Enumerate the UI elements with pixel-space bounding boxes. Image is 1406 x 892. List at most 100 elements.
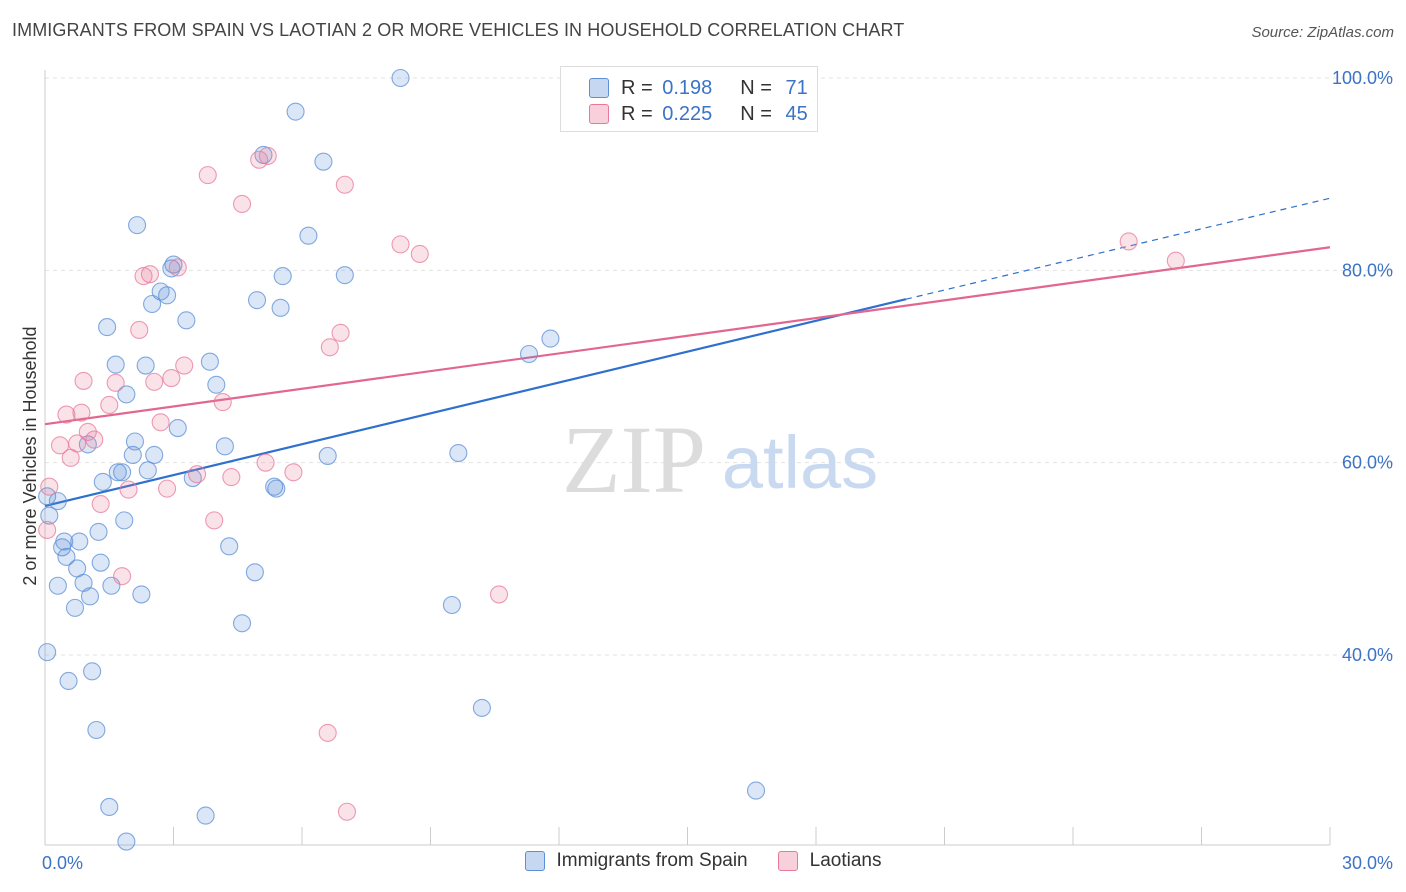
point-laotians [151, 413, 170, 432]
point-spain [83, 662, 102, 681]
point-laotians [140, 265, 159, 284]
point-laotians [256, 453, 275, 472]
legend-r-label: R = [621, 102, 653, 125]
point-spain [273, 267, 292, 286]
point-laotians [113, 567, 132, 586]
point-spain [117, 385, 136, 404]
point-laotians [205, 511, 224, 530]
point-laotians [145, 372, 164, 391]
point-spain [93, 472, 112, 491]
point-spain [335, 266, 354, 285]
point-spain [87, 720, 106, 740]
point-spain [143, 294, 162, 314]
point-spain [215, 437, 234, 456]
trend-line-laotians [44, 246, 1331, 426]
point-laotians [188, 465, 207, 484]
point-spain [299, 226, 318, 245]
legend-r-value-laotians: 0.225 [662, 102, 713, 125]
point-spain [271, 298, 290, 317]
point-spain [128, 216, 147, 235]
point-laotians [250, 150, 269, 169]
point-spain [519, 344, 539, 364]
point-spain [746, 781, 766, 800]
point-laotians [1119, 232, 1138, 251]
bottom-legend-swatch-laotians [777, 851, 798, 871]
point-spain [55, 532, 74, 551]
point-laotians [335, 175, 354, 194]
legend-swatch-laotians [589, 104, 609, 124]
point-spain [267, 479, 286, 498]
axes [44, 70, 1331, 846]
legend: R = 0.198 N = 71 R = 0.225 N = 45 [560, 66, 818, 132]
point-laotians [168, 258, 187, 277]
point-spain [391, 68, 410, 88]
point-laotians [1166, 251, 1185, 270]
point-laotians [489, 585, 509, 604]
point-laotians [162, 368, 181, 388]
point-spain [48, 576, 67, 595]
point-spain [220, 537, 239, 556]
point-spain [91, 553, 110, 572]
point-spain [57, 547, 76, 566]
trend-line-spain-extension [905, 197, 1331, 300]
legend-n-label: N = [740, 76, 772, 99]
y-tick-label: 80.0% [1342, 260, 1393, 280]
y-axis-title: 2 or more Vehicles in Household [20, 326, 40, 585]
point-spain [48, 492, 67, 511]
point-spain [177, 311, 196, 330]
point-laotians [57, 405, 76, 424]
point-spain [245, 563, 264, 582]
point-spain [145, 445, 164, 465]
point-spain [123, 445, 142, 465]
point-spain [196, 806, 215, 825]
point-spain [59, 671, 78, 691]
point-laotians [284, 463, 303, 482]
y-tick-label: 60.0% [1342, 453, 1393, 473]
bottom-legend-label-spain: Immigrants from Spain [556, 850, 748, 871]
point-spain [472, 698, 491, 717]
point-spain [247, 291, 267, 310]
bottom-legend-swatch-spain [524, 851, 545, 871]
point-spain [200, 352, 219, 371]
watermark-zip: ZIP [562, 406, 706, 513]
point-laotians [106, 373, 125, 392]
point-laotians [134, 267, 153, 286]
source-label: Source: ZipAtlas.com [1251, 24, 1394, 41]
point-laotians [222, 468, 241, 487]
point-spain [100, 797, 119, 816]
watermark: ZIP atlas [562, 406, 878, 513]
point-spain [89, 522, 108, 541]
point-spain [207, 375, 226, 394]
point-laotians [85, 430, 104, 449]
legend-row-spain: R = 0.198 N = 71 [589, 75, 808, 101]
legend-n-label: N = [740, 102, 772, 125]
point-spain [65, 598, 85, 617]
point-laotians [72, 403, 91, 422]
point-spain [38, 643, 57, 662]
legend-swatch-spain [589, 78, 609, 98]
point-laotians [232, 194, 252, 214]
data-points [38, 68, 1185, 851]
point-spain [125, 432, 144, 451]
point-laotians [258, 146, 277, 165]
bottom-legend-item-laotians: Laotians [777, 850, 882, 872]
point-spain [115, 511, 134, 530]
bottom-legend-label-laotians: Laotians [809, 850, 882, 871]
point-laotians [175, 356, 194, 375]
point-laotians [74, 371, 93, 390]
point-spain [136, 356, 155, 375]
bottom-legend-item-spain: Immigrants from Spain [524, 850, 748, 872]
point-laotians [78, 422, 97, 441]
point-spain [98, 318, 117, 337]
watermark-atlas: atlas [722, 421, 878, 504]
chart-title: IMMIGRANTS FROM SPAIN VS LAOTIAN 2 OR MO… [12, 20, 905, 40]
point-spain [286, 102, 305, 121]
point-laotians [40, 477, 59, 496]
legend-r-label: R = [621, 76, 653, 99]
point-spain [108, 463, 127, 482]
point-laotians [158, 479, 177, 498]
tick-labels: 40.0% 60.0% 80.0% 100.0% 0.0% 30.0% [42, 68, 1393, 873]
point-laotians [198, 166, 217, 185]
point-spain [138, 461, 157, 480]
point-laotians [100, 395, 119, 415]
